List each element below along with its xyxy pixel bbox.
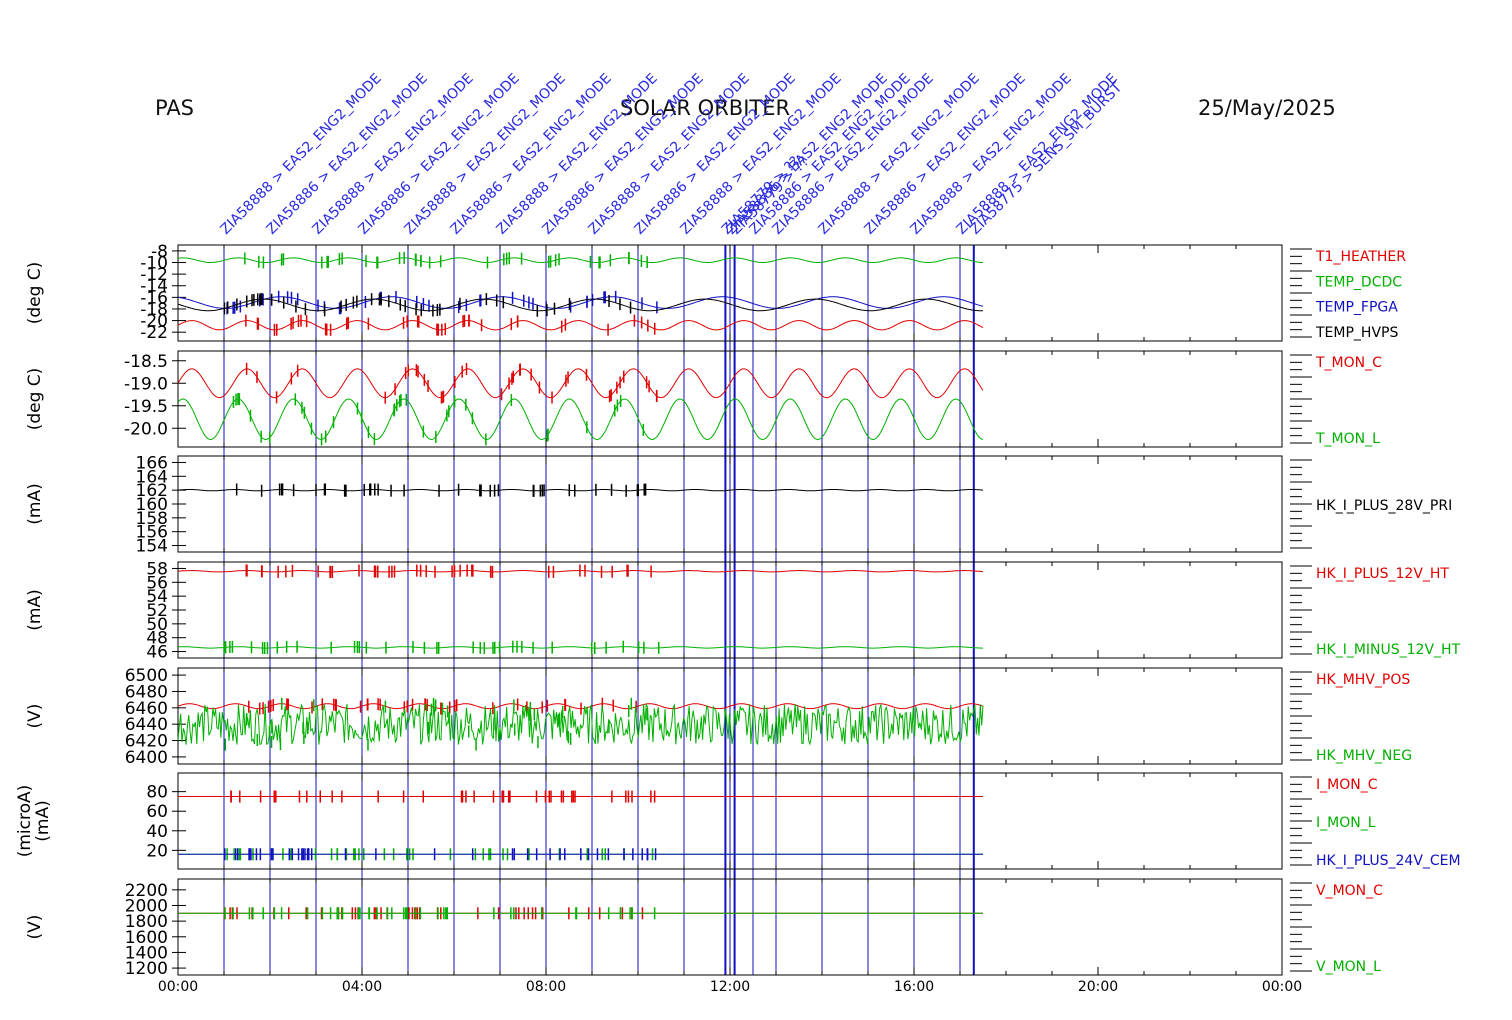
y-tick-label: 158: [136, 509, 168, 529]
y-tick-label: 2000: [125, 896, 168, 916]
chart-panel: -18.5-19.0 -19.5-20.0 (deg C) T_MON_C T_MON_…: [25, 350, 1382, 448]
x-tick-label: 20:00: [1078, 979, 1118, 995]
y-tick-label: -19.0: [124, 374, 168, 394]
x-tick-label: 08:00: [526, 979, 566, 995]
y-tick-label: 60: [146, 802, 168, 822]
legend-entry: HK_I_PLUS_12V_HT: [1316, 566, 1449, 582]
y-tick-label: 52: [146, 601, 168, 621]
y-tick-label: 1600: [125, 928, 168, 948]
legend-entry: HK_MHV_POS: [1316, 672, 1410, 688]
y-tick-label: 154: [136, 537, 168, 557]
y-axis-label: (mA): [25, 483, 45, 524]
y-tick-label: 2200: [125, 881, 168, 901]
legend-entry: TEMP_DCDC: [1315, 274, 1402, 290]
y-tick-label: -16: [140, 288, 168, 308]
series-line: [177, 298, 983, 312]
y-tick-label: 6420: [125, 732, 168, 752]
y-tick-label: -20: [140, 312, 168, 332]
y-tick-label: 46: [146, 643, 168, 663]
y-tick-label: -20.0: [124, 419, 168, 439]
y-tick-label: 156: [136, 523, 168, 543]
y-tick-label: -22: [140, 323, 168, 343]
y-tick-label: 1800: [125, 912, 168, 932]
y-tick-label: 160: [136, 495, 168, 515]
y-axis-label: (deg C): [25, 368, 45, 431]
legend-entry: T1_HEATHER: [1315, 249, 1406, 265]
legend-entry: V_MON_C: [1316, 883, 1383, 899]
y-tick-label: 58: [146, 559, 168, 579]
y-tick-label: -14: [140, 277, 168, 297]
y-axis-label: (mA): [33, 800, 53, 841]
y-axis-label: (V): [25, 915, 45, 940]
y-tick-label: 6480: [125, 682, 168, 702]
y-axis-label: (V): [25, 704, 45, 729]
y-tick-label: 6400: [125, 748, 168, 768]
x-tick-label: 16:00: [894, 979, 934, 995]
y-tick-label: 6460: [125, 699, 168, 719]
y-tick-label: -19.5: [124, 397, 168, 417]
series-line: [177, 320, 984, 331]
y-tick-label: -18: [140, 300, 168, 320]
series-line: [177, 368, 984, 399]
legend-entry: TEMP_HVPS: [1315, 325, 1398, 341]
legend-entry: HK_MHV_NEG: [1316, 748, 1412, 764]
y-tick-label: -12: [140, 265, 168, 285]
chart-panels: -8-10-12-14-16-18-20-22 (deg C) T1_HEATHER…: [15, 242, 1461, 979]
y-tick-label: 6440: [125, 715, 168, 735]
y-tick-label: 56: [146, 573, 168, 593]
y-tick-label: 48: [146, 629, 168, 649]
event-label: ZIA58888 > EAS2_ENG2_MODE: [218, 71, 385, 238]
legend-entry: HK_I_PLUS_28V_PRI: [1316, 498, 1452, 514]
series-line: [177, 398, 984, 441]
legend-entry: T_MON_C: [1315, 355, 1382, 371]
y-tick-label: 166: [136, 453, 168, 473]
y-tick-label: -8: [151, 242, 168, 262]
y-tick-label: 1400: [125, 943, 168, 963]
legend-entry: TEMP_FPGA: [1315, 300, 1398, 316]
y-tick-label: -10: [140, 254, 168, 274]
x-tick-label: 04:00: [342, 979, 382, 995]
y-axis-label: (mA): [25, 589, 45, 630]
y-tick-label: 6500: [125, 666, 168, 686]
mission-title: SOLAR ORBITER: [620, 96, 791, 120]
legend-entry: T_MON_L: [1315, 431, 1380, 447]
legend-entry: V_MON_L: [1316, 959, 1381, 975]
series-line: [177, 489, 984, 492]
series-line: [177, 257, 983, 263]
y-axis-label: (microA): [15, 785, 35, 858]
x-tick-label: 12:00: [710, 979, 750, 995]
legend-entry: HK_I_PLUS_24V_CEM: [1316, 853, 1461, 869]
x-tick-label: 00:00: [158, 979, 198, 995]
y-tick-label: 40: [146, 822, 168, 842]
legend-entry: I_MON_C: [1316, 777, 1378, 793]
y-tick-label: 80: [146, 783, 168, 803]
series-line: [177, 296, 984, 309]
legend-entry: I_MON_L: [1316, 815, 1376, 831]
y-tick-label: 164: [136, 467, 168, 487]
y-tick-label: 1200: [125, 959, 168, 979]
series-line: [178, 646, 983, 649]
series-line: [177, 702, 984, 746]
plot-date: 25/May/2025: [1198, 96, 1336, 120]
y-tick-label: 20: [146, 841, 168, 861]
y-axis-label: (deg C): [25, 262, 45, 325]
y-tick-label: 50: [146, 615, 168, 635]
instrument-label: PAS: [155, 96, 195, 120]
y-tick-label: 54: [146, 587, 168, 607]
y-tick-label: -18.5: [124, 352, 168, 372]
chart-panel: -8-10-12-14-16-18-20-22 (deg C) T1_HEATHER…: [25, 242, 1406, 343]
x-tick-label: 00:00: [1262, 979, 1302, 995]
legend-entry: HK_I_MINUS_12V_HT: [1316, 642, 1461, 658]
time-axis: 00:00 04:00 08:00 12:00 16:00 20:00 00:00: [158, 979, 1302, 995]
y-tick-label: 162: [136, 481, 168, 501]
